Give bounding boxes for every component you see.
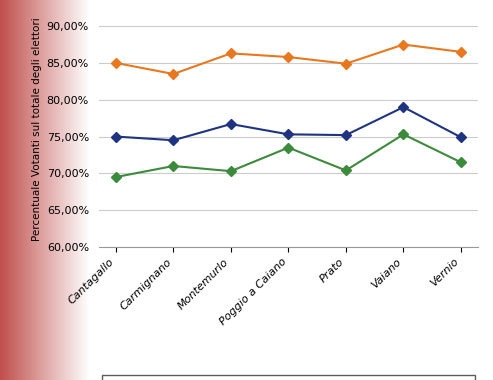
Regionali 1995 <box>228 51 234 55</box>
Regionali 2000 <box>171 138 176 142</box>
Regionali 1995 <box>400 42 406 47</box>
Line: Regionali 2005: Regionali 2005 <box>112 131 464 180</box>
Y-axis label: Percentuale Votanti sul totale degli elettori: Percentuale Votanti sul totale degli ele… <box>33 17 42 241</box>
Regionali 2000 <box>285 132 291 137</box>
Regionali 2005 <box>228 169 234 173</box>
Regionali 2005 <box>458 160 464 165</box>
Legend: Regionali 2005, Regionali 2000, Regionali 1995: Regionali 2005, Regionali 2000, Regional… <box>102 375 475 380</box>
Regionali 1995 <box>113 61 119 65</box>
Regionali 2000 <box>400 105 406 109</box>
Regionali 1995 <box>171 72 176 76</box>
Regionali 1995 <box>343 62 349 66</box>
Regionali 2005 <box>171 164 176 168</box>
Regionali 2000 <box>228 122 234 126</box>
Line: Regionali 2000: Regionali 2000 <box>112 104 464 144</box>
Regionali 2005 <box>113 175 119 179</box>
Regionali 2000 <box>458 135 464 139</box>
Regionali 2005 <box>285 145 291 150</box>
Regionali 2005 <box>400 132 406 137</box>
Regionali 1995 <box>458 50 464 54</box>
Regionali 2005 <box>343 168 349 173</box>
Regionali 2000 <box>113 134 119 139</box>
Regionali 2000 <box>343 133 349 137</box>
Regionali 1995 <box>285 55 291 59</box>
Line: Regionali 1995: Regionali 1995 <box>112 41 464 78</box>
